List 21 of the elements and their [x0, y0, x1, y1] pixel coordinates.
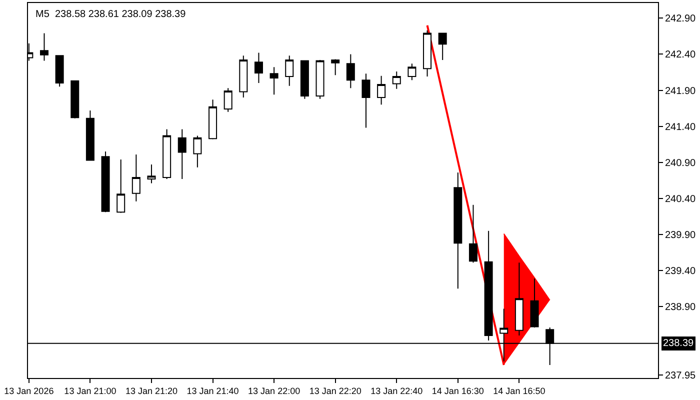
text: M5 238.58 238.61 238.09 238.39	[36, 9, 186, 20]
y-tick-label: 242.40	[665, 50, 696, 61]
y-tick-label: 241.90	[665, 86, 696, 97]
y-tick-label: 242.90	[665, 14, 696, 25]
x-tick-label: 13 Jan 2026	[4, 386, 54, 396]
y-tick-label: 239.90	[665, 230, 696, 241]
y-tick-label: 240.90	[665, 158, 696, 169]
ref-line-label: 238.39	[663, 338, 694, 349]
x-tick-label: 13 Jan 22:20	[309, 386, 362, 396]
y-tick-label: 241.40	[665, 122, 696, 133]
x-tick-label: 13 Jan 22:00	[248, 386, 300, 396]
x-tick-label: 13 Jan 21:20	[125, 386, 178, 396]
y-tick-label: 238.90	[665, 302, 696, 314]
x-tick-label: 14 Jan 16:30	[432, 386, 484, 396]
x-tick-label: 13 Jan 22:40	[370, 386, 423, 396]
y-tick-label: 237.95	[665, 370, 696, 382]
x-tick-label: 13 Jan 21:00	[64, 386, 116, 396]
y-tick-label: 240.40	[665, 194, 696, 205]
x-tick-label: 14 Jan 16:50	[493, 386, 546, 396]
y-tick-label: 239.40	[665, 266, 696, 278]
x-tick-label: 13 Jan 21:40	[186, 386, 239, 396]
